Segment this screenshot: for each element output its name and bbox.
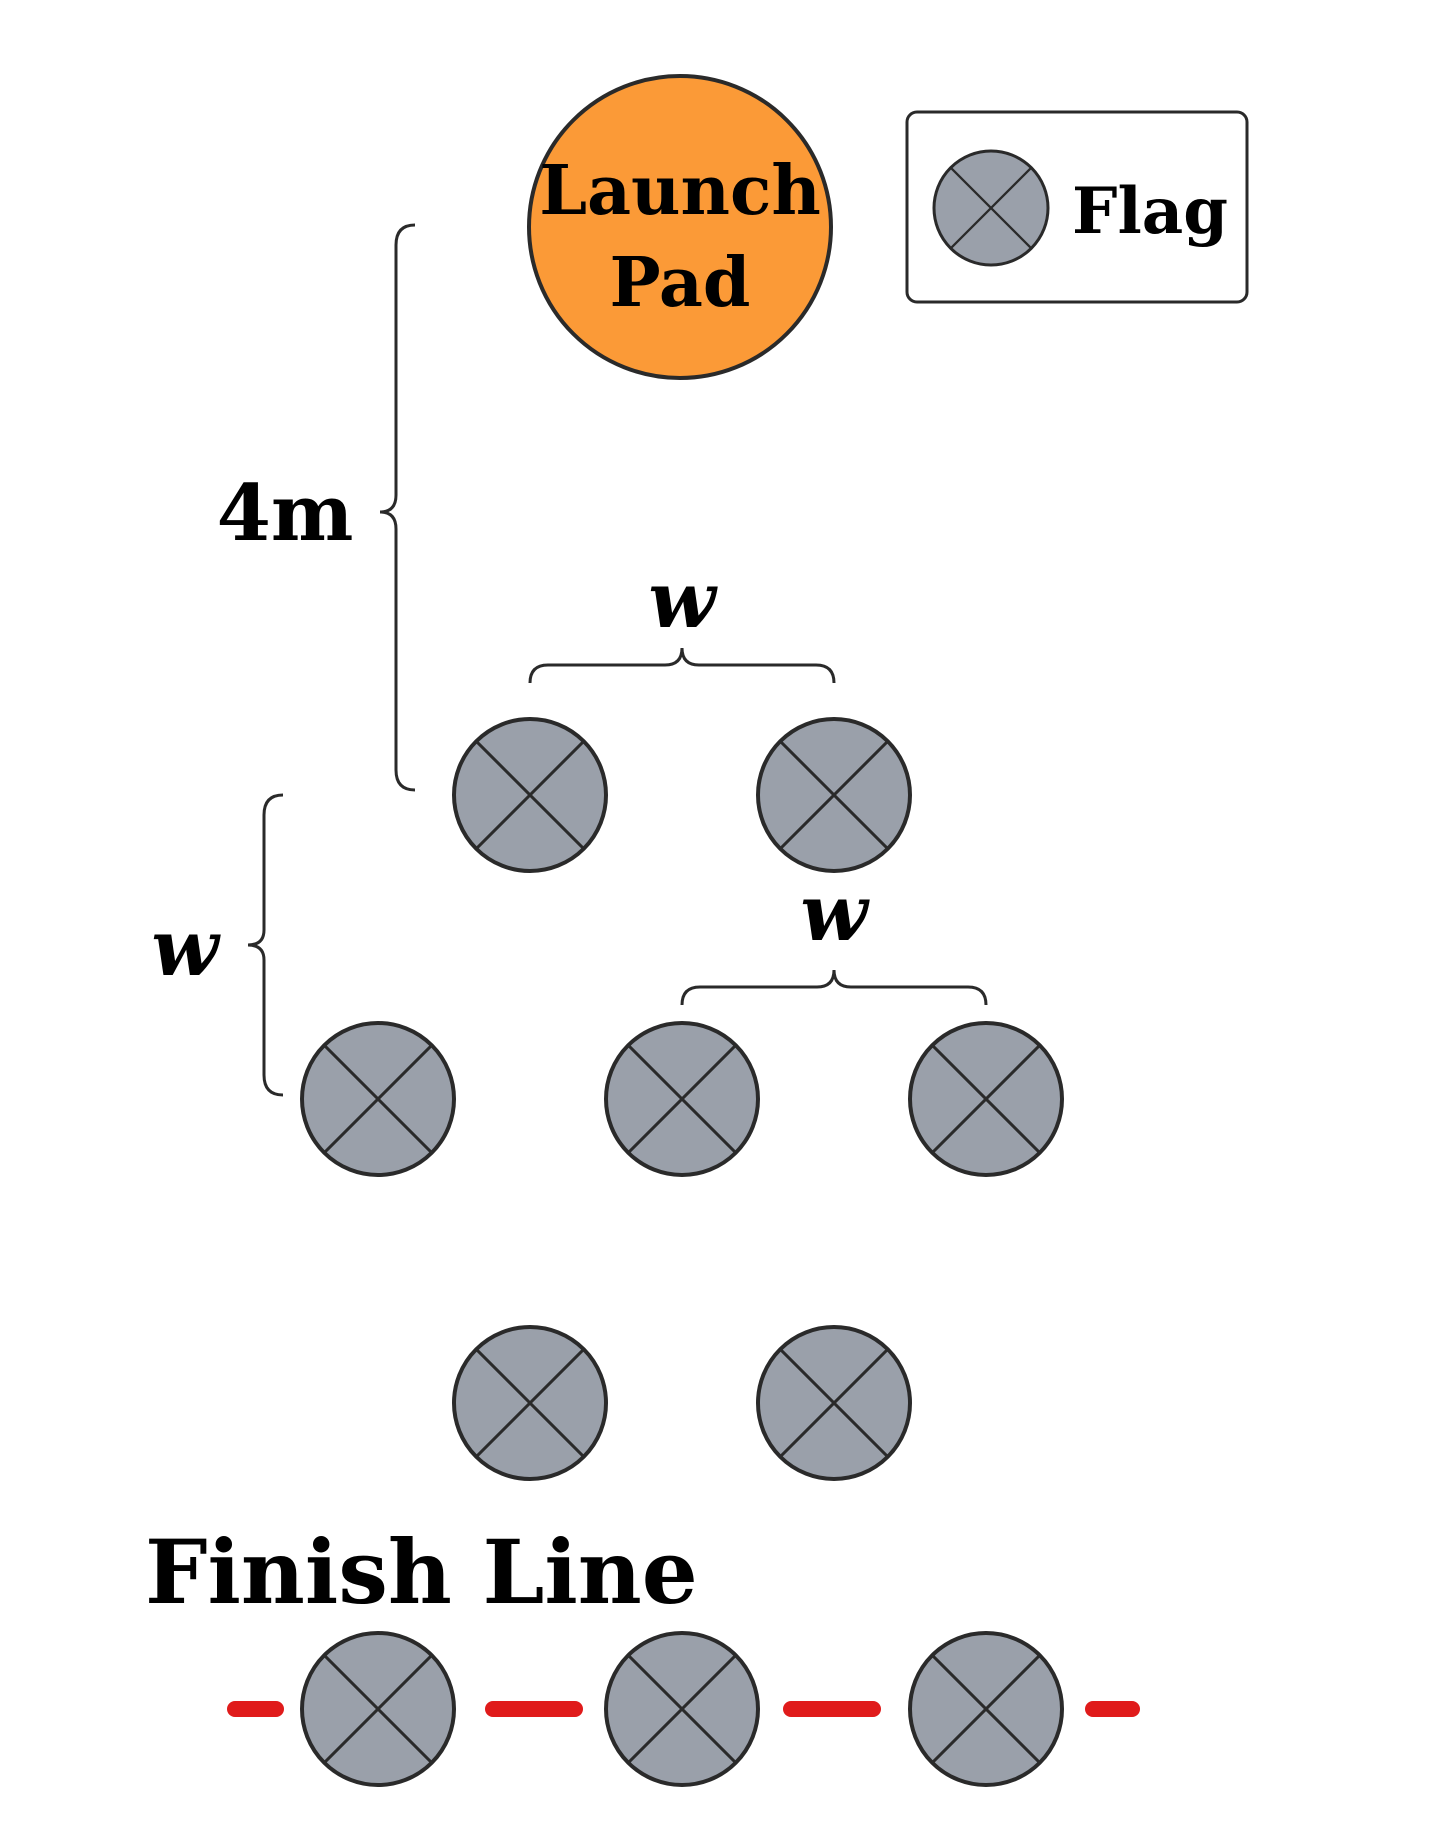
brace-top-row-spacing: w [528, 555, 836, 684]
flag-marker-icon [908, 1631, 1064, 1787]
flag-marker-icon [756, 1325, 912, 1481]
flag-marker-icon [604, 1021, 760, 1177]
brace-launch-to-first-row: 4m [217, 223, 416, 792]
dimension-label-4m: 4m [217, 468, 354, 559]
flag-marker-icon [300, 1021, 456, 1177]
dimension-label-w-top: w [648, 555, 718, 646]
legend-label: Flag [1072, 174, 1228, 249]
finish-line-label: Finish Line [145, 1520, 698, 1624]
launch-pad-label-line2: Pad [610, 243, 751, 323]
flag-marker-icon [908, 1021, 1064, 1177]
flag-marker-icon [452, 717, 608, 873]
dimension-label-w-vertical: w [151, 903, 221, 994]
brace-row-spacing: w [151, 793, 284, 1097]
flag-marker-icon [452, 1325, 608, 1481]
brace-middle-row-spacing: w [680, 868, 988, 1006]
launch-pad-label-line1: Launch [539, 151, 821, 231]
flag-marker-icon [604, 1631, 760, 1787]
flag-marker-icon [300, 1631, 456, 1787]
flag-marker-icon [756, 717, 912, 873]
legend: Flag [905, 110, 1249, 304]
flag-marker-icon [932, 149, 1050, 267]
dimension-label-w-middle: w [800, 868, 870, 959]
launch-pad: Launch Pad [527, 74, 833, 380]
